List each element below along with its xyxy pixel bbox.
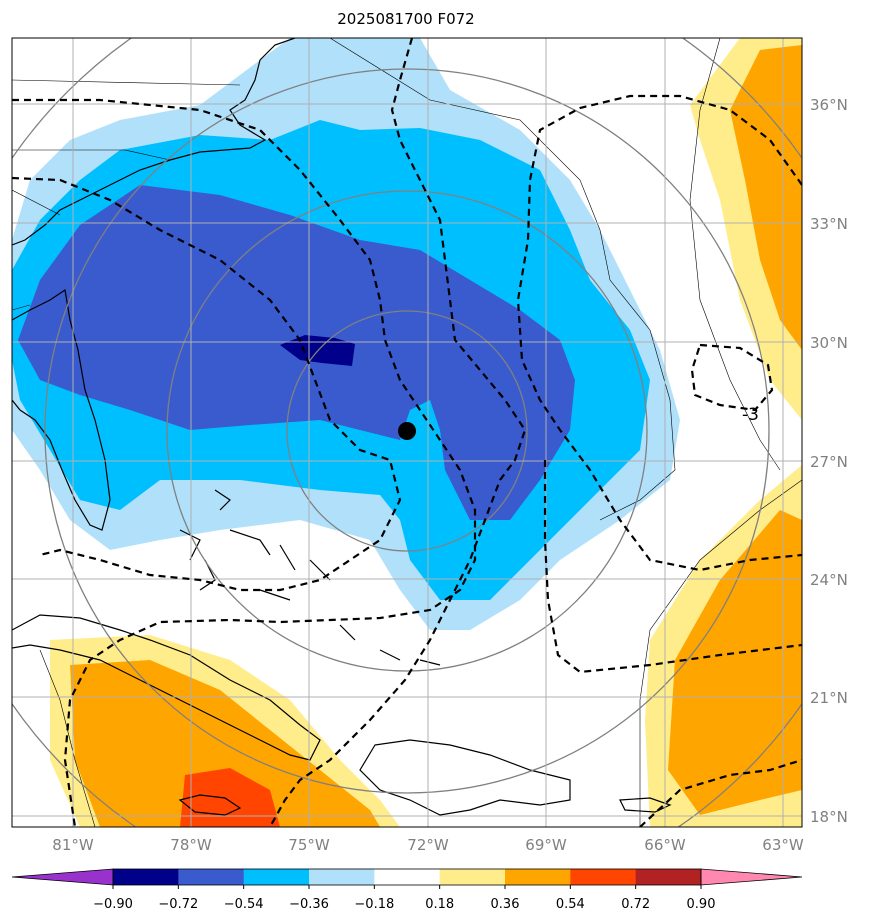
lat-label-33: 33°N	[810, 215, 848, 233]
graticule	[12, 38, 802, 827]
colorbar-segment	[635, 869, 702, 885]
eez-boundary-east	[689, 38, 781, 471]
lat-label-27: 27°N	[810, 453, 848, 471]
lon-label-63: 63°W	[762, 836, 804, 854]
colorbar-extend-low	[11, 868, 114, 886]
colorbar-segment	[505, 869, 571, 885]
colorbar-tick-label: −0.90	[93, 897, 133, 912]
lat-label-36: 36°N	[810, 96, 848, 114]
contour-2	[12, 98, 477, 827]
contour-3	[12, 176, 402, 592]
hispaniola-coast	[359, 739, 571, 816]
us-east-coast	[12, 38, 296, 246]
colorbar-segment	[570, 869, 637, 885]
latitude-labels: 36°N 33°N 30°N 27°N 24°N 21°N 18°N	[810, 96, 848, 826]
colorbar-tick-label: −0.54	[224, 897, 264, 912]
map-frame	[11, 37, 803, 828]
political-borders	[12, 38, 802, 827]
lon-label-78: 78°W	[170, 836, 212, 854]
state-border-3	[12, 189, 61, 216]
contour-label: -3	[742, 405, 759, 425]
range-ring-2	[166, 190, 648, 672]
shade-orange-east	[730, 45, 802, 350]
contour-7	[639, 758, 802, 827]
colorbar-tick-label: 0.90	[687, 897, 716, 912]
colorbar-tick-label: 0.54	[556, 897, 585, 912]
shade-red-southwest	[180, 768, 280, 827]
colorbar-tick-label: −0.18	[354, 897, 394, 912]
colorbar-tick-label: −0.72	[158, 897, 198, 912]
colorbar-segment	[309, 869, 375, 885]
colorbar-tick-label: 0.18	[425, 897, 454, 912]
colorbar-extend-high	[700, 868, 803, 886]
contour-4	[516, 94, 802, 572]
colorbar-tick-label: 0.36	[491, 897, 520, 912]
contour-5	[543, 460, 802, 674]
contour-1	[269, 38, 527, 827]
state-border-4	[12, 304, 31, 311]
jamaica-coast	[178, 794, 242, 816]
colorbar-segment	[113, 869, 179, 885]
negative-anomaly-shading	[12, 38, 680, 630]
lon-label-81: 81°W	[52, 836, 94, 854]
lon-label-66: 66°W	[644, 836, 686, 854]
florida-coast	[12, 288, 111, 531]
eez-boundary-se	[639, 479, 802, 827]
lat-label-18: 18°N	[810, 808, 848, 826]
coastlines	[12, 38, 672, 816]
shade-orange-southeast	[668, 510, 802, 815]
dashed-contours	[12, 38, 802, 827]
colorbar-segment	[243, 869, 310, 885]
contour-6	[690, 343, 774, 412]
lon-label-75: 75°W	[288, 836, 330, 854]
map-title: 2025081700 F072	[337, 10, 475, 28]
lat-label-21: 21°N	[810, 689, 848, 707]
storm-center-marker	[398, 422, 416, 440]
puerto-rico-coast	[619, 797, 672, 813]
colorbar-segment	[178, 869, 245, 885]
colorbar-tick-label: 0.72	[621, 897, 650, 912]
colorbar-tick-label: −0.36	[289, 897, 329, 912]
cuba-coast	[12, 614, 321, 761]
range-ring-3	[44, 68, 770, 794]
eez-boundary-north	[329, 38, 676, 521]
colorbar-frame	[112, 868, 702, 886]
lon-label-72: 72°W	[407, 836, 449, 854]
lat-label-30: 30°N	[810, 334, 848, 352]
state-border-1	[12, 79, 241, 86]
colorbar-segment	[374, 869, 441, 885]
state-border-2	[12, 149, 171, 161]
range-ring-1	[286, 310, 528, 552]
colorbar-segment	[439, 869, 506, 885]
lon-label-69: 69°W	[525, 836, 567, 854]
longitude-labels: 81°W 78°W 75°W 72°W 69°W 66°W 63°W	[52, 836, 804, 854]
bahamas-islands	[179, 489, 441, 666]
lat-label-24: 24°N	[810, 571, 848, 589]
colorbar: −0.90 −0.72 −0.54 −0.36 −0.18 0.18 0.36 0.54 0.7…	[11, 868, 803, 912]
